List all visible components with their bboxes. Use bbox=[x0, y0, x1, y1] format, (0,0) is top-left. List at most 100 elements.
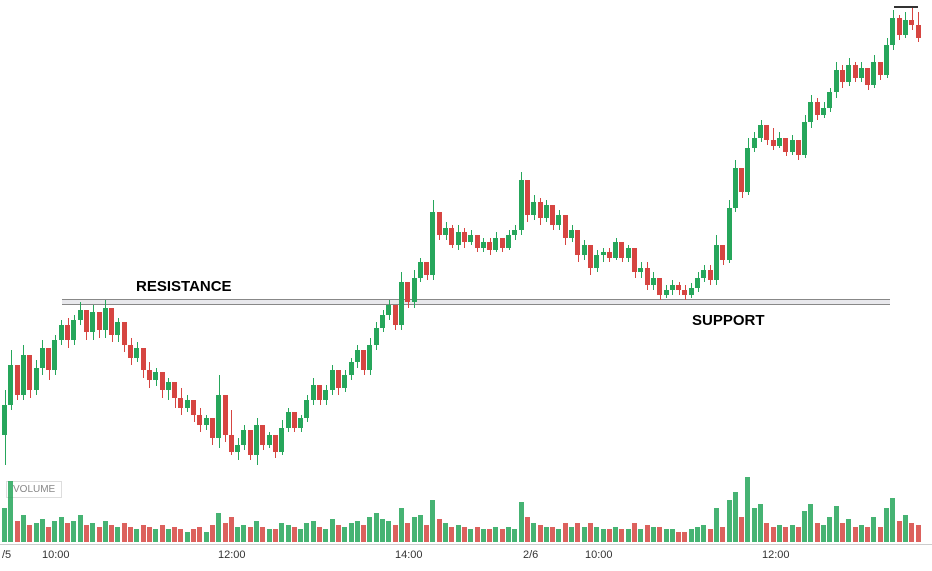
volume-bar bbox=[147, 527, 152, 542]
volume-bar bbox=[443, 523, 448, 542]
candle-body bbox=[248, 430, 253, 455]
volume-bar bbox=[260, 527, 265, 542]
volume-bar bbox=[160, 525, 165, 542]
volume-bar bbox=[399, 508, 404, 542]
volume-bar bbox=[197, 527, 202, 542]
candle-body bbox=[582, 245, 587, 255]
volume-bar bbox=[475, 527, 480, 542]
volume-bar bbox=[367, 517, 372, 542]
candle-body bbox=[65, 325, 70, 340]
support-label: SUPPORT bbox=[692, 312, 765, 329]
volume-bar bbox=[720, 527, 725, 542]
volume-bar bbox=[462, 527, 467, 542]
candle-body bbox=[575, 230, 580, 255]
volume-chart[interactable]: VOLUME bbox=[0, 477, 932, 542]
volume-bar bbox=[758, 504, 763, 542]
candle-body bbox=[27, 355, 32, 390]
candle-body bbox=[185, 400, 190, 408]
volume-bar bbox=[808, 504, 813, 542]
volume-bar bbox=[500, 529, 505, 542]
candle-body bbox=[191, 400, 196, 415]
candle-body bbox=[487, 242, 492, 250]
candle-body bbox=[563, 215, 568, 238]
volume-bar bbox=[903, 515, 908, 542]
volume-bar bbox=[796, 527, 801, 542]
candle-body bbox=[153, 372, 158, 380]
volume-bar bbox=[122, 523, 127, 542]
candle-body bbox=[178, 398, 183, 408]
volume-bar bbox=[342, 527, 347, 542]
price-chart[interactable]: RESISTANCE SUPPORT bbox=[0, 0, 932, 477]
volume-bar bbox=[223, 523, 228, 542]
volume-bar bbox=[109, 525, 114, 542]
x-axis-tick: /5 bbox=[2, 549, 11, 561]
volume-bar bbox=[682, 532, 687, 542]
candle-body bbox=[506, 235, 511, 248]
candle-body bbox=[46, 348, 51, 370]
volume-bar bbox=[317, 527, 322, 542]
candle-body bbox=[2, 405, 7, 435]
volume-bar bbox=[437, 519, 442, 542]
volume-bar bbox=[512, 529, 517, 542]
volume-bar bbox=[802, 511, 807, 542]
volume-bar bbox=[134, 529, 139, 542]
candle-body bbox=[802, 122, 807, 155]
volume-bar bbox=[273, 529, 278, 542]
candle-body bbox=[97, 312, 102, 330]
candle-body bbox=[109, 308, 114, 335]
candle-body bbox=[909, 20, 914, 25]
volume-bar bbox=[128, 527, 133, 542]
volume-bar bbox=[191, 529, 196, 542]
volume-bar bbox=[519, 502, 524, 542]
volume-bar bbox=[594, 527, 599, 542]
volume-bar bbox=[405, 523, 410, 542]
volume-bar bbox=[733, 492, 738, 542]
volume-bar bbox=[834, 506, 839, 542]
volume-bar bbox=[336, 525, 341, 542]
candle-body bbox=[418, 262, 423, 278]
volume-bar bbox=[708, 529, 713, 542]
volume-bar bbox=[575, 523, 580, 542]
candle-body bbox=[846, 65, 851, 82]
volume-bar bbox=[380, 519, 385, 542]
candle-body bbox=[34, 368, 39, 390]
volume-bar bbox=[304, 523, 309, 542]
volume-bar bbox=[569, 527, 574, 542]
candle-body bbox=[323, 390, 328, 400]
candle-body bbox=[166, 382, 171, 390]
volume-bar bbox=[241, 525, 246, 542]
volume-bar bbox=[493, 527, 498, 542]
candle-body bbox=[790, 140, 795, 152]
candle-body bbox=[197, 415, 202, 425]
candle-body bbox=[626, 248, 631, 258]
volume-bar bbox=[468, 529, 473, 542]
candle-body bbox=[342, 375, 347, 388]
x-axis-tick: 2/6 bbox=[523, 549, 538, 561]
candle-body bbox=[241, 430, 246, 445]
candle-body bbox=[90, 312, 95, 332]
candle-body bbox=[727, 208, 732, 260]
candle-body bbox=[607, 252, 612, 258]
candle-body bbox=[752, 138, 757, 148]
candle-body bbox=[172, 382, 177, 398]
candle-body bbox=[386, 305, 391, 315]
candle-body bbox=[160, 372, 165, 390]
volume-bar bbox=[689, 529, 694, 542]
volume-bar bbox=[909, 523, 914, 542]
volume-bar bbox=[827, 517, 832, 542]
volume-bar bbox=[764, 523, 769, 542]
candle-body bbox=[544, 205, 549, 218]
volume-bar bbox=[582, 527, 587, 542]
candle-body bbox=[808, 102, 813, 122]
candle-body bbox=[601, 252, 606, 255]
candle-body bbox=[317, 385, 322, 400]
volume-bar bbox=[714, 508, 719, 542]
candle-body bbox=[141, 348, 146, 370]
candle-body bbox=[500, 238, 505, 248]
candle-body bbox=[84, 310, 89, 332]
volume-bar bbox=[550, 527, 555, 542]
volume-bar bbox=[374, 513, 379, 542]
x-axis-tick: 10:00 bbox=[42, 549, 70, 561]
candle-body bbox=[412, 278, 417, 302]
candle-body bbox=[304, 400, 309, 418]
